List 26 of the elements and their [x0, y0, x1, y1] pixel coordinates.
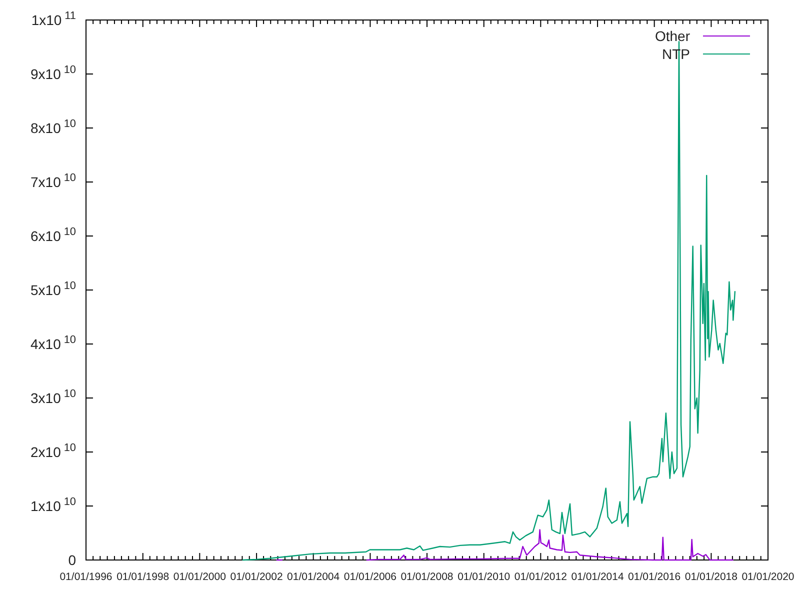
y-tick-label: 7x10$^{10}$: [30, 172, 76, 190]
x-tick-label: 01/01/2000: [173, 571, 226, 583]
x-tick-label: 01/01/2020: [742, 571, 794, 583]
x-tick-label: 01/01/2018: [684, 571, 738, 583]
legend-label: Other: [654, 28, 690, 44]
y-tick-label: 9x10$^{10}$: [30, 64, 76, 82]
y-tick-label: 5x10$^{10}$: [30, 280, 76, 298]
x-tick-label: 01/01/2012: [514, 571, 568, 583]
x-tick-label: 01/01/1996: [60, 571, 112, 583]
y-tick-label: 4x10$^{10}$: [30, 334, 76, 352]
line-series: [242, 41, 736, 561]
y-tick-label: 8x10$^{10}$: [30, 118, 76, 136]
x-tick-label: 01/01/2004: [287, 571, 340, 583]
x-tick-label: 01/01/2016: [628, 571, 681, 583]
x-tick-label: 01/01/2014: [571, 571, 624, 583]
y-tick-label: 1x10$^{11}$: [31, 10, 76, 28]
x-tick-label: 01/01/2010: [458, 571, 510, 583]
x-tick-label: 01/01/2006: [344, 571, 397, 583]
x-tick-label: 01/01/2008: [400, 571, 454, 583]
y-tick-label: 3x10$^{10}$: [30, 388, 76, 406]
y-tick-label: 2x10$^{10}$: [30, 442, 76, 460]
y-tick-label: 6x10$^{10}$: [30, 226, 76, 244]
y-tick-label: 0: [68, 552, 76, 568]
y-tick-label: 1x10$^{10}$: [30, 496, 76, 514]
x-tick-label: 01/01/2002: [230, 571, 283, 583]
x-tick-label: 01/01/1998: [116, 571, 170, 583]
